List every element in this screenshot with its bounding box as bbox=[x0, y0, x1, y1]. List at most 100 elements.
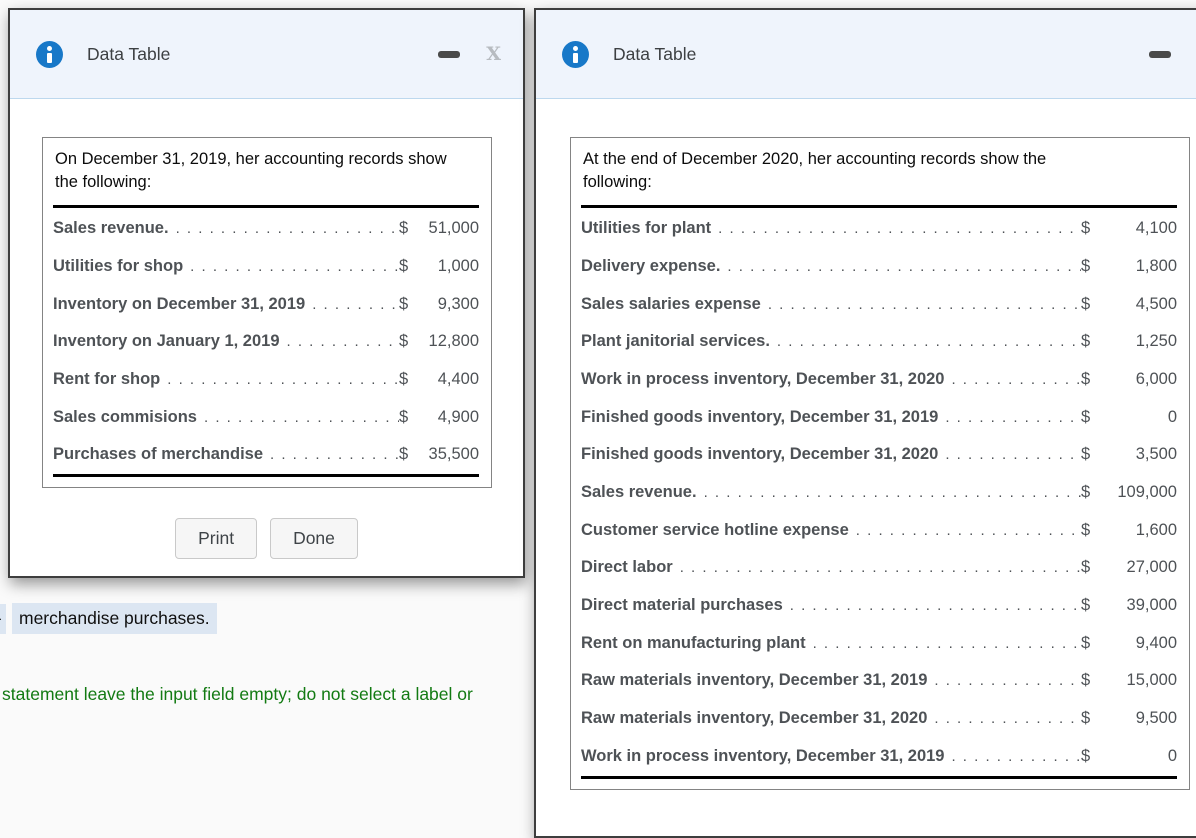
row-label: Utilities for shop bbox=[53, 256, 184, 275]
currency-symbol: $ bbox=[1081, 596, 1091, 615]
dialog-buttons: Print Done bbox=[10, 518, 523, 559]
table-row: Rent on manufacturing plant $ 9,400 bbox=[581, 625, 1177, 663]
row-label: Finished goods inventory, December 31, 2… bbox=[581, 445, 939, 464]
divider-rule bbox=[53, 474, 479, 477]
close-icon[interactable]: X bbox=[486, 42, 501, 65]
dot-leader bbox=[944, 361, 1081, 399]
info-icon bbox=[562, 40, 589, 68]
currency-symbol: $ bbox=[1081, 256, 1091, 275]
currency-symbol: $ bbox=[1081, 520, 1091, 539]
table-row: Work in process inventory, December 31, … bbox=[581, 361, 1177, 399]
row-value: 9,400 bbox=[1135, 633, 1177, 652]
currency-symbol: $ bbox=[1081, 294, 1091, 313]
info-icon bbox=[36, 40, 63, 68]
row-label: Sales commisions bbox=[53, 407, 197, 426]
dot-leader bbox=[305, 286, 399, 324]
dot-leader bbox=[673, 549, 1081, 587]
row-label: Rent on manufacturing plant bbox=[581, 633, 806, 652]
row-label: Direct material purchases bbox=[581, 596, 783, 615]
divider-rule bbox=[53, 205, 479, 209]
table-row: Purchases of merchandise $ 35,500 bbox=[53, 436, 479, 474]
row-value: 1,000 bbox=[437, 256, 479, 275]
row-value: 4,100 bbox=[1135, 219, 1177, 238]
dot-leader bbox=[938, 399, 1081, 437]
dialog-header: Data Table X bbox=[536, 10, 1196, 99]
currency-symbol: $ bbox=[1081, 369, 1091, 388]
dot-leader bbox=[927, 662, 1081, 700]
currency-symbol: $ bbox=[1081, 483, 1091, 501]
currency-symbol: $ bbox=[1081, 671, 1091, 690]
divider-rule bbox=[581, 775, 1177, 779]
dialog-title: Data Table bbox=[613, 43, 697, 64]
table-rows: Sales revenue. $ 51,000 Utilities for sh… bbox=[53, 208, 479, 474]
table-row: Finished goods inventory, December 31, 2… bbox=[581, 399, 1177, 437]
table-row: Inventory on December 31, 2019 $ 9,300 bbox=[53, 286, 479, 324]
table-row: Raw materials inventory, December 31, 20… bbox=[581, 700, 1177, 738]
table-row: Sales revenue. $ 109,000 bbox=[581, 474, 1177, 512]
data-table-card: On December 31, 2019, her accounting rec… bbox=[42, 137, 492, 488]
row-value: 35,500 bbox=[428, 445, 479, 464]
currency-symbol: $ bbox=[399, 332, 409, 351]
print-button[interactable]: Print bbox=[175, 518, 258, 559]
currency-symbol: $ bbox=[399, 294, 409, 313]
row-label: Sales revenue. bbox=[53, 219, 169, 238]
data-table-dialog-left: Data Table X On December 31, 2019, her a… bbox=[8, 8, 525, 578]
dot-leader bbox=[761, 286, 1081, 324]
instruction-text: statement leave the input field empty; d… bbox=[2, 684, 473, 704]
row-label: Rent for shop bbox=[53, 369, 161, 388]
dot-leader bbox=[169, 210, 399, 248]
dot-leader bbox=[160, 361, 399, 399]
clipped-text-fragment: - bbox=[0, 604, 6, 634]
dot-leader bbox=[711, 210, 1081, 248]
dot-leader bbox=[263, 436, 399, 474]
minimize-icon[interactable] bbox=[1149, 50, 1172, 58]
table-intro: At the end of December 2020, her account… bbox=[583, 150, 1047, 192]
row-label: Sales revenue. bbox=[581, 483, 697, 501]
row-value: 27,000 bbox=[1126, 558, 1177, 577]
table-row: Sales revenue. $ 51,000 bbox=[53, 210, 479, 248]
dot-leader bbox=[938, 436, 1081, 474]
table-row: Direct material purchases $ 39,000 bbox=[581, 587, 1177, 625]
dialog-title: Data Table bbox=[87, 43, 171, 64]
data-table-card: At the end of December 2020, her account… bbox=[570, 137, 1190, 790]
dot-leader bbox=[806, 625, 1081, 663]
row-label: Inventory on January 1, 2019 bbox=[53, 332, 280, 351]
table-row: Plant janitorial services. $ 1,250 bbox=[581, 323, 1177, 361]
row-label: Delivery expense. bbox=[581, 256, 721, 275]
row-label: Raw materials inventory, December 31, 20… bbox=[581, 671, 928, 690]
minimize-icon[interactable] bbox=[438, 50, 461, 58]
table-row: Delivery expense. $ 1,800 bbox=[581, 248, 1177, 286]
dot-leader bbox=[183, 248, 399, 286]
row-label: Plant janitorial services. bbox=[581, 332, 770, 351]
currency-symbol: $ bbox=[1081, 709, 1091, 728]
dot-leader bbox=[770, 323, 1081, 361]
table-rows: Utilities for plant $ 4,100 Delivery exp… bbox=[581, 208, 1177, 775]
window-controls: X bbox=[438, 42, 501, 65]
currency-symbol: $ bbox=[1081, 445, 1091, 464]
table-row: Utilities for plant $ 4,100 bbox=[581, 210, 1177, 248]
currency-symbol: $ bbox=[1081, 633, 1091, 652]
dot-leader bbox=[849, 512, 1081, 550]
row-label: Sales salaries expense bbox=[581, 294, 761, 313]
row-label: Customer service hotline expense bbox=[581, 520, 849, 539]
row-value: 109,000 bbox=[1117, 483, 1177, 501]
table-row: Direct labor $ 27,000 bbox=[581, 549, 1177, 587]
row-value: 15,000 bbox=[1126, 671, 1177, 690]
dialog-header: Data Table X bbox=[10, 10, 523, 99]
highlighted-answer-text: merchandise purchases. bbox=[12, 603, 217, 634]
row-label: Finished goods inventory, December 31, 2… bbox=[581, 407, 939, 426]
currency-symbol: $ bbox=[1081, 219, 1091, 238]
row-value: 1,600 bbox=[1135, 520, 1177, 539]
table-row: Work in process inventory, December 31, … bbox=[581, 738, 1177, 776]
dot-leader bbox=[280, 323, 399, 361]
currency-symbol: $ bbox=[1081, 746, 1091, 765]
row-value: 9,500 bbox=[1135, 709, 1177, 728]
currency-symbol: $ bbox=[399, 445, 409, 464]
dot-leader bbox=[697, 474, 1081, 512]
row-label: Work in process inventory, December 31, … bbox=[581, 369, 945, 388]
row-label: Inventory on December 31, 2019 bbox=[53, 294, 306, 313]
row-value: 4,900 bbox=[437, 407, 479, 426]
done-button[interactable]: Done bbox=[270, 518, 358, 559]
currency-symbol: $ bbox=[1081, 332, 1091, 351]
dot-leader bbox=[197, 399, 399, 437]
